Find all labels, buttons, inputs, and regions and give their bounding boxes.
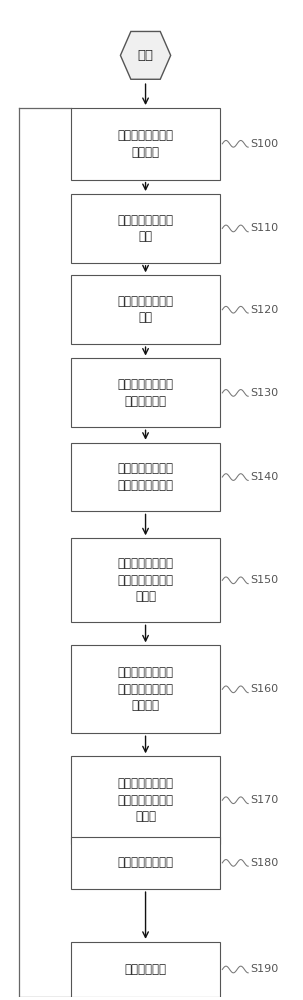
FancyBboxPatch shape	[71, 443, 220, 511]
Text: S170: S170	[251, 795, 279, 805]
FancyBboxPatch shape	[71, 942, 220, 997]
Text: 计算无线终端到两
个基站的理论距离: 计算无线终端到两 个基站的理论距离	[118, 462, 174, 492]
Text: S140: S140	[251, 472, 279, 482]
Text: S100: S100	[251, 139, 279, 149]
FancyBboxPatch shape	[71, 756, 220, 844]
FancyBboxPatch shape	[71, 538, 220, 622]
Text: 加入历史位置序列: 加入历史位置序列	[118, 856, 174, 869]
FancyBboxPatch shape	[71, 108, 220, 180]
Text: S150: S150	[251, 575, 279, 585]
Text: S190: S190	[251, 964, 279, 974]
Polygon shape	[120, 31, 171, 79]
Text: 输出定位结果: 输出定位结果	[125, 963, 167, 976]
Text: 识别出最先接收数
据的两个基站: 识别出最先接收数 据的两个基站	[118, 378, 174, 408]
Text: S110: S110	[251, 223, 279, 233]
Text: S180: S180	[251, 858, 279, 868]
Text: 利用信号传输距离
校正模型对理论距
离校准: 利用信号传输距离 校正模型对理论距 离校准	[118, 557, 174, 603]
FancyBboxPatch shape	[71, 358, 220, 427]
Text: 两位置加权平均作
为移动终端的最大
似然位置: 两位置加权平均作 为移动终端的最大 似然位置	[118, 666, 174, 712]
Text: 移动终端发送定位
请求信号: 移动终端发送定位 请求信号	[118, 129, 174, 159]
Text: S130: S130	[251, 388, 279, 398]
Text: S120: S120	[251, 305, 279, 315]
FancyBboxPatch shape	[71, 837, 220, 889]
Text: 利用启发式位置校
正算法校准最大似
然位置: 利用启发式位置校 正算法校准最大似 然位置	[118, 777, 174, 823]
Text: 基站回复定位响应
信号: 基站回复定位响应 信号	[118, 214, 174, 243]
Text: 基站接收定位交互
数据: 基站接收定位交互 数据	[118, 295, 174, 324]
FancyBboxPatch shape	[71, 194, 220, 263]
Text: S160: S160	[251, 684, 279, 694]
Text: 开始: 开始	[138, 49, 154, 62]
FancyBboxPatch shape	[71, 275, 220, 344]
FancyBboxPatch shape	[71, 645, 220, 733]
